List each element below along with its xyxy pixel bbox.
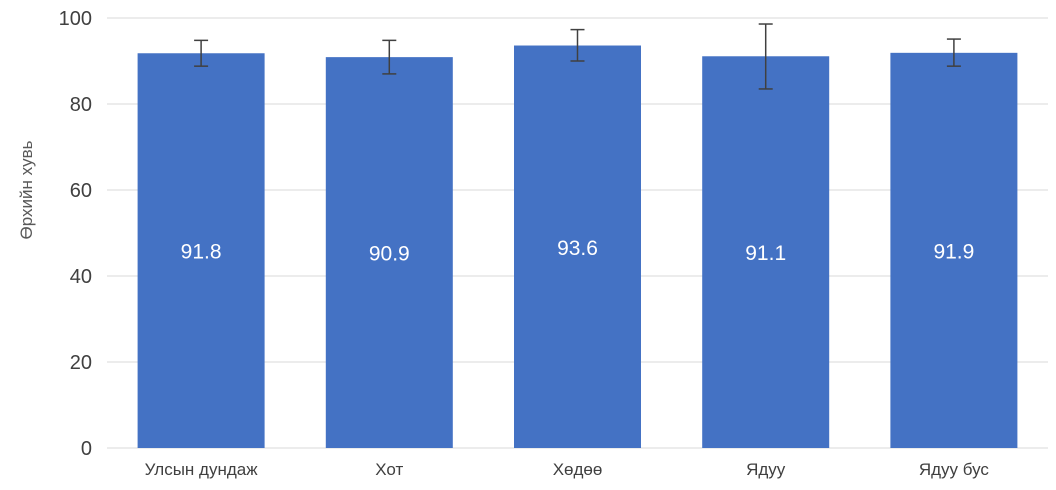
x-tick-label: Хот (375, 460, 403, 479)
x-tick-label: Хөдөө (553, 460, 603, 479)
data-label: 90.9 (369, 243, 410, 266)
y-axis-title: Өрхийн хувь (17, 140, 36, 239)
x-axis-ticks: Улсын дундаж Хот Хөдөө Ядуу Ядуу бус (145, 460, 990, 479)
y-tick-label: 40 (70, 266, 92, 288)
data-label: 91.8 (181, 241, 222, 264)
y-tick-label: 100 (59, 8, 92, 30)
bar (137, 53, 265, 448)
x-tick-label: Улсын дундаж (145, 460, 259, 479)
y-tick-label: 60 (70, 180, 92, 202)
x-tick-label: Ядуу бус (919, 460, 990, 479)
error-bars (194, 23, 961, 90)
y-tick-label: 0 (81, 438, 92, 460)
bar (702, 56, 830, 449)
y-tick-label: 20 (70, 352, 92, 374)
data-label: 91.9 (933, 240, 974, 263)
x-tick-label: Ядуу (746, 460, 786, 479)
data-label: 93.6 (557, 237, 598, 260)
bar (325, 57, 453, 448)
data-label: 91.1 (745, 242, 786, 265)
y-tick-label: 80 (70, 94, 92, 116)
bars (137, 45, 1018, 449)
data-labels: 91.8 90.9 93.6 91.1 91.9 (181, 237, 975, 266)
bar (890, 52, 1018, 449)
y-axis-ticks: 0 20 40 60 80 100 (59, 8, 92, 460)
bar (514, 45, 641, 449)
